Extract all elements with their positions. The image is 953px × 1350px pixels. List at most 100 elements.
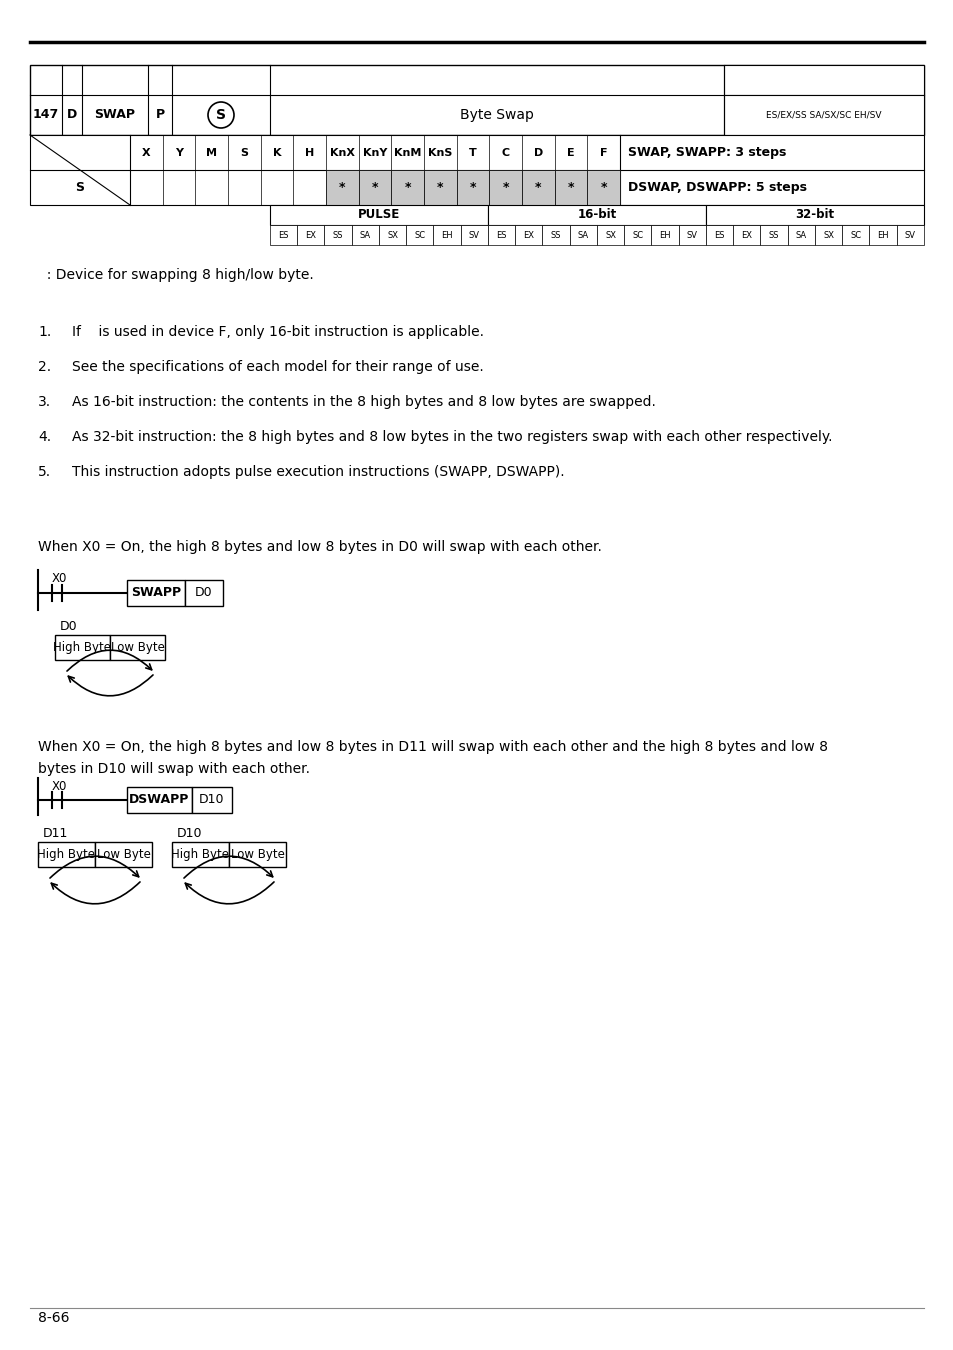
Bar [814, 225, 841, 244]
Bar [521, 170, 554, 205]
Text: K: K [273, 147, 281, 158]
Bar [38, 842, 95, 867]
Text: ES: ES [496, 231, 506, 239]
Text: EX: EX [740, 231, 752, 239]
Text: H: H [305, 147, 314, 158]
Text: SWAP: SWAP [94, 108, 135, 122]
Text: D: D [67, 108, 77, 122]
Bar [185, 580, 223, 606]
Text: D0: D0 [195, 586, 213, 599]
Text: C: C [501, 147, 509, 158]
Text: EH: EH [659, 231, 670, 239]
Bar [127, 580, 185, 606]
Bar [733, 225, 760, 244]
Text: D: D [533, 147, 542, 158]
Text: Low Byte: Low Byte [231, 848, 284, 861]
Bar [569, 225, 597, 244]
Bar [30, 135, 923, 205]
Text: When X0 = On, the high 8 bytes and low 8 bytes in D11 will swap with each other : When X0 = On, the high 8 bytes and low 8… [38, 740, 827, 755]
Text: EH: EH [877, 231, 888, 239]
Text: SC: SC [849, 231, 861, 239]
Bar [352, 225, 378, 244]
Bar [110, 634, 165, 660]
Text: SS: SS [768, 231, 779, 239]
Text: S: S [75, 181, 85, 194]
Text: Low Byte: Low Byte [96, 848, 151, 861]
Text: *: * [535, 181, 541, 194]
Bar [55, 634, 110, 660]
Text: If    is used in device F, only 16-bit instruction is applicable.: If is used in device F, only 16-bit inst… [71, 325, 483, 339]
Text: High Byte: High Byte [37, 848, 95, 861]
Text: X0: X0 [52, 572, 68, 585]
Text: Byte Swap: Byte Swap [459, 108, 534, 122]
Text: SS: SS [550, 231, 560, 239]
Text: EX: EX [305, 231, 316, 239]
Text: SA: SA [578, 231, 588, 239]
Bar [723, 65, 923, 94]
Bar [127, 787, 192, 813]
Bar [270, 225, 297, 244]
Text: *: * [567, 181, 574, 194]
Bar [587, 170, 619, 205]
Text: *: * [372, 181, 377, 194]
Bar [760, 225, 787, 244]
Text: S: S [240, 147, 248, 158]
Text: 2.: 2. [38, 360, 51, 374]
Text: D0: D0 [60, 620, 77, 633]
Bar [326, 170, 358, 205]
Text: *: * [436, 181, 443, 194]
Bar [270, 205, 488, 225]
Text: S: S [215, 108, 226, 122]
Bar [488, 205, 705, 225]
Bar [554, 170, 587, 205]
Bar [406, 225, 433, 244]
Text: ES: ES [278, 231, 289, 239]
Bar [30, 65, 923, 135]
Bar [489, 170, 521, 205]
Text: Y: Y [174, 147, 183, 158]
Text: 16-bit: 16-bit [577, 208, 616, 221]
Text: SV: SV [904, 231, 915, 239]
Bar [456, 170, 489, 205]
Bar [868, 225, 896, 244]
Bar [841, 225, 868, 244]
Text: *: * [404, 181, 411, 194]
Bar [95, 842, 152, 867]
Text: EH: EH [441, 231, 453, 239]
Bar [597, 225, 623, 244]
Text: SX: SX [822, 231, 833, 239]
Bar [297, 225, 324, 244]
Text: KnX: KnX [330, 147, 355, 158]
Text: 4.: 4. [38, 431, 51, 444]
Text: As 32-bit instruction: the 8 high bytes and 8 low bytes in the two registers swa: As 32-bit instruction: the 8 high bytes … [71, 431, 832, 444]
Text: *: * [469, 181, 476, 194]
Text: M: M [206, 147, 217, 158]
Text: T: T [469, 147, 476, 158]
Text: SC: SC [632, 231, 642, 239]
Text: KnS: KnS [428, 147, 452, 158]
Text: See the specifications of each model for their range of use.: See the specifications of each model for… [71, 360, 483, 374]
Text: E: E [567, 147, 575, 158]
Text: SA: SA [795, 231, 806, 239]
Text: As 16-bit instruction: the contents in the 8 high bytes and 8 low bytes are swap: As 16-bit instruction: the contents in t… [71, 396, 656, 409]
Text: Low Byte: Low Byte [111, 641, 164, 653]
Text: 8-66: 8-66 [38, 1311, 70, 1324]
Text: SWAPP: SWAPP [131, 586, 181, 599]
Text: *: * [502, 181, 508, 194]
Text: bytes in D10 will swap with each other.: bytes in D10 will swap with each other. [38, 761, 310, 776]
Text: D11: D11 [43, 828, 69, 840]
Text: P: P [155, 108, 164, 122]
Bar [787, 225, 814, 244]
Bar [172, 842, 229, 867]
Bar [705, 205, 923, 225]
Bar [488, 225, 515, 244]
Text: High Byte: High Byte [172, 848, 230, 861]
Bar [433, 225, 460, 244]
Text: F: F [599, 147, 607, 158]
Text: 147: 147 [32, 108, 59, 122]
Text: D10: D10 [199, 792, 225, 806]
Text: ES/EX/SS SA/SX/SC EH/SV: ES/EX/SS SA/SX/SC EH/SV [765, 111, 881, 120]
Bar [460, 225, 488, 244]
Bar [515, 225, 542, 244]
Text: 3.: 3. [38, 396, 51, 409]
